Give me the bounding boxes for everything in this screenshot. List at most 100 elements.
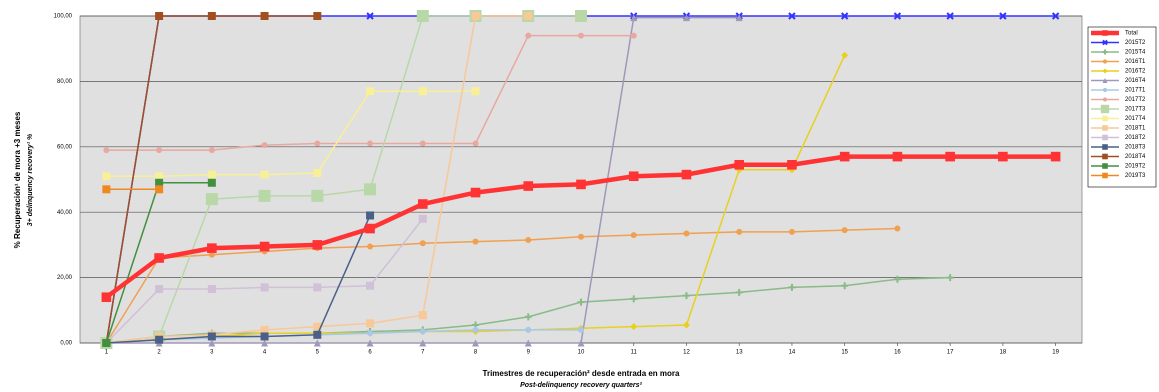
point	[314, 140, 321, 147]
point	[787, 159, 797, 170]
point	[366, 12, 374, 20]
legend-marker	[1102, 87, 1108, 93]
point	[155, 285, 164, 294]
point	[470, 187, 481, 198]
point	[155, 12, 164, 20]
point	[471, 12, 480, 20]
point	[313, 339, 321, 347]
legend-marker	[1102, 49, 1108, 55]
point	[734, 159, 745, 170]
point	[472, 339, 480, 347]
legend-marker	[1102, 144, 1108, 150]
legend-label: 2016T2	[1125, 69, 1146, 75]
legend-label: 2017T2	[1125, 97, 1146, 103]
point	[207, 170, 216, 179]
point	[682, 14, 690, 22]
x-tick-label: 15	[841, 350, 848, 356]
point	[472, 140, 479, 147]
y-tick-label: 0,00	[60, 341, 72, 347]
point	[472, 326, 479, 333]
point	[205, 193, 218, 206]
legend-box	[1087, 26, 1157, 188]
point	[366, 319, 375, 328]
point	[419, 240, 426, 247]
point	[419, 339, 427, 347]
x-tick-label: 1	[105, 350, 109, 356]
legend-label: 2017T4	[1125, 116, 1146, 122]
point	[630, 232, 637, 239]
point	[946, 274, 954, 282]
point	[419, 328, 426, 335]
point	[367, 243, 374, 250]
legend-marker	[1102, 78, 1108, 83]
x-tick-label: 11	[631, 350, 638, 356]
y-tick-label: 60,00	[57, 144, 73, 150]
plot-area	[79, 15, 1083, 344]
point	[102, 172, 111, 181]
point	[524, 12, 533, 20]
point	[683, 230, 690, 237]
x-tick-label: 5	[316, 350, 320, 356]
point	[311, 189, 324, 202]
point	[417, 199, 428, 209]
legend-label: 2016T4	[1125, 78, 1146, 84]
point	[418, 311, 427, 320]
point	[788, 228, 795, 235]
point	[418, 87, 427, 96]
x-tick-label: 4	[263, 350, 267, 356]
point	[207, 332, 216, 341]
point	[841, 227, 848, 234]
point	[578, 233, 584, 240]
point	[735, 14, 743, 22]
y-title: % Recuperación¹ de mora +3 meses	[13, 111, 22, 248]
point	[839, 151, 850, 162]
point	[630, 295, 638, 303]
point	[367, 140, 374, 147]
point	[630, 323, 638, 331]
legend-marker	[1102, 163, 1108, 169]
legend-label: 2016T1	[1125, 59, 1146, 65]
point	[577, 298, 585, 306]
y-tick-label: 20,00	[57, 275, 73, 281]
legend-marker	[1100, 104, 1110, 114]
legend-marker	[1102, 59, 1108, 64]
point	[260, 170, 269, 179]
point	[418, 214, 427, 223]
point	[156, 147, 163, 154]
point	[525, 236, 532, 243]
point	[207, 243, 217, 253]
point	[1050, 151, 1061, 162]
point	[366, 339, 374, 347]
point	[366, 87, 375, 96]
series-line	[106, 329, 581, 344]
x-tick-label: 17	[947, 350, 954, 356]
point	[893, 12, 902, 20]
point	[102, 339, 111, 347]
point	[207, 285, 216, 294]
point	[366, 211, 375, 220]
point	[945, 151, 955, 162]
point	[681, 169, 692, 180]
point	[841, 282, 849, 290]
point	[840, 12, 849, 20]
point	[364, 183, 377, 196]
point	[366, 281, 375, 290]
point	[155, 178, 164, 187]
point	[682, 321, 690, 329]
point	[788, 283, 796, 291]
point	[788, 12, 796, 20]
point	[998, 151, 1008, 162]
legend-label: 2018T4	[1125, 154, 1146, 160]
point	[576, 179, 586, 190]
point	[260, 325, 269, 334]
legend-label: 2015T2	[1125, 40, 1146, 46]
x-title: Trimestres de recuperación² desde entrad…	[483, 369, 681, 378]
point	[154, 253, 164, 263]
point	[999, 12, 1007, 20]
legend-label: 2017T1	[1125, 88, 1146, 94]
point	[525, 32, 532, 39]
point	[841, 51, 849, 59]
x-tick-label: 19	[1052, 350, 1059, 356]
point	[682, 292, 690, 300]
legend-label: 2018T2	[1125, 135, 1146, 141]
